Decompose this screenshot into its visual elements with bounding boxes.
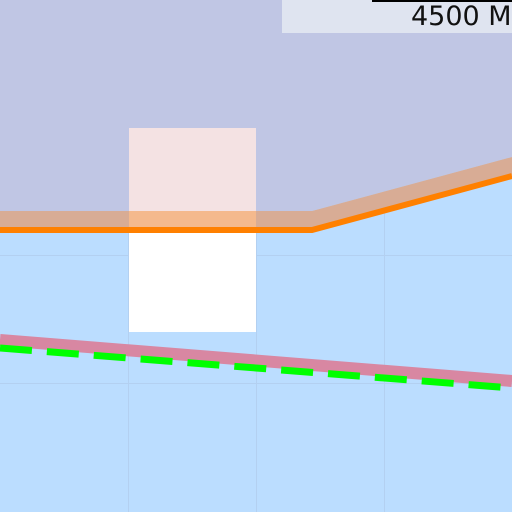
pink-block (129, 128, 256, 211)
orange-route-line[interactable] (0, 173, 512, 233)
altitude-label-rule (372, 0, 512, 2)
shaded-airspace-region (0, 0, 512, 211)
altitude-label-box (282, 0, 512, 33)
orange-band (0, 157, 512, 229)
altitude-label: 4500 MSL (411, 1, 512, 32)
pink-boundary-line[interactable] (0, 334, 512, 387)
green-dashed-route-line[interactable] (0, 344, 512, 392)
orange-band-over-block (129, 211, 256, 229)
white-block (129, 232, 256, 332)
